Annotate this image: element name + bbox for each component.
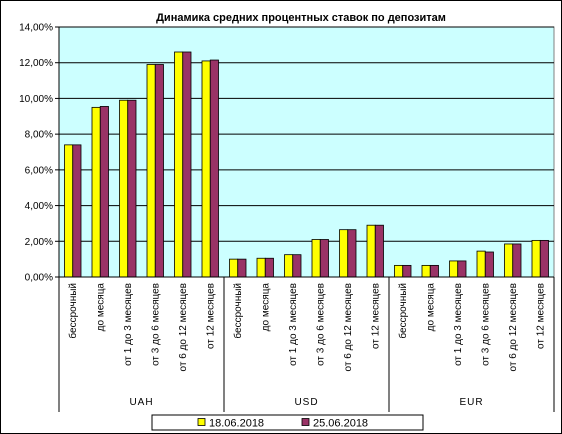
x-category-label: от 1 до 3 месяцев (453, 283, 464, 366)
bar-eur-s1 (531, 239, 541, 278)
bar-eur-s1 (394, 264, 404, 278)
bar-eur-s2 (402, 264, 412, 278)
x-category-label: до месяца (425, 283, 436, 332)
x-category-label: бессрочный (67, 283, 79, 339)
y-tick-label: 6,00% (25, 165, 53, 176)
bar-eur-s1 (449, 260, 459, 278)
x-category-label: бессрочный (232, 283, 244, 339)
x-group-label: USD (294, 397, 318, 408)
x-category-label: от 1 до 3 месяцев (123, 283, 134, 366)
y-tick-label: 4,00% (25, 201, 53, 212)
bar-eur-s2 (539, 239, 549, 278)
axes (55, 26, 555, 412)
bar-uah-s1 (201, 60, 211, 278)
x-category-label: от 6 до 12 месяцев (178, 283, 189, 371)
y-tick-label: 8,00% (25, 130, 53, 141)
bar-usd-s2 (264, 257, 274, 278)
bar-usd-s2 (347, 229, 357, 278)
bar-uah-s2 (154, 64, 164, 278)
bar-eur-s1 (421, 264, 431, 278)
gridlines (59, 26, 554, 242)
bar-eur-s2 (429, 264, 439, 278)
bar-uah-s2 (127, 99, 137, 278)
legend-label: 25.06.2018 (313, 418, 368, 430)
bar-uah-s2 (72, 144, 82, 278)
x-category-label: бессрочный (397, 283, 409, 339)
bar-usd-s1 (311, 239, 321, 278)
x-category-label: от 12 месяцев (370, 283, 381, 349)
x-category-label: от 6 до 12 месяцев (508, 283, 519, 371)
legend-box (151, 414, 424, 431)
x-group-label: UAH (129, 397, 153, 408)
bar-uah-s2 (182, 51, 192, 278)
bar-usd-s2 (237, 258, 247, 278)
bar-usd-s1 (366, 224, 376, 278)
legend: 18.06.2018 25.06.2018 (151, 414, 424, 431)
bar-usd-s2 (319, 239, 329, 278)
x-category-label: от 3 до 6 месяцев (315, 283, 326, 366)
x-category-label: до месяца (260, 283, 271, 332)
y-tick-label: 10,00% (19, 94, 53, 105)
chart-title: Динамика средних процентных ставок по де… (156, 12, 446, 24)
legend-label: 18.06.2018 (209, 418, 264, 430)
bar-usd-s2 (374, 224, 384, 278)
bar-usd-s1 (284, 254, 294, 278)
bar-uah-s2 (209, 59, 219, 278)
legend-swatch (197, 418, 206, 426)
y-tick-label: 12,00% (19, 58, 53, 69)
bar-usd-s1 (256, 257, 266, 278)
bar-uah-s1 (91, 106, 101, 278)
bar-uah-s2 (99, 106, 109, 278)
bar-eur-s2 (457, 260, 467, 278)
x-group-label: EUR (459, 397, 483, 408)
x-category-label: от 3 до 6 месяцев (150, 283, 161, 366)
bar-eur-s1 (476, 250, 486, 278)
x-axis-group-labels: UAH USD EUR (129, 397, 483, 408)
y-tick-label: 0,00% (25, 273, 53, 284)
y-axis-tick-labels: 0,00% 2,00% 4,00% 6,00% 8,00% 10,00% 12,00% 14,… (19, 23, 53, 284)
bar-usd-s1 (229, 258, 239, 278)
legend-swatch (301, 418, 310, 426)
bar-uah-s1 (174, 51, 184, 278)
bar-eur-s2 (512, 243, 522, 278)
bar-eur-s2 (484, 251, 494, 278)
bar-uah-s1 (146, 64, 156, 278)
y-tick-label: 2,00% (25, 237, 53, 248)
bar-usd-s1 (339, 229, 349, 278)
bar-uah-s1 (119, 99, 129, 278)
x-category-label: от 12 месяцев (205, 283, 216, 349)
x-category-label: от 1 до 3 месяцев (288, 283, 299, 366)
x-category-label: от 3 до 6 месяцев (480, 283, 491, 366)
bar-uah-s1 (64, 144, 74, 278)
bar-usd-s2 (292, 254, 302, 278)
x-category-label: до месяца (95, 283, 106, 332)
bar-eur-s1 (504, 243, 514, 278)
x-category-label: от 6 до 12 месяцев (343, 283, 354, 371)
x-axis-category-labels: бессрочный до месяца от 1 до 3 месяцев от 3… (67, 283, 547, 372)
y-tick-label: 14,00% (19, 23, 53, 34)
plot-area (58, 26, 555, 278)
x-category-label: от 12 месяцев (535, 283, 546, 349)
